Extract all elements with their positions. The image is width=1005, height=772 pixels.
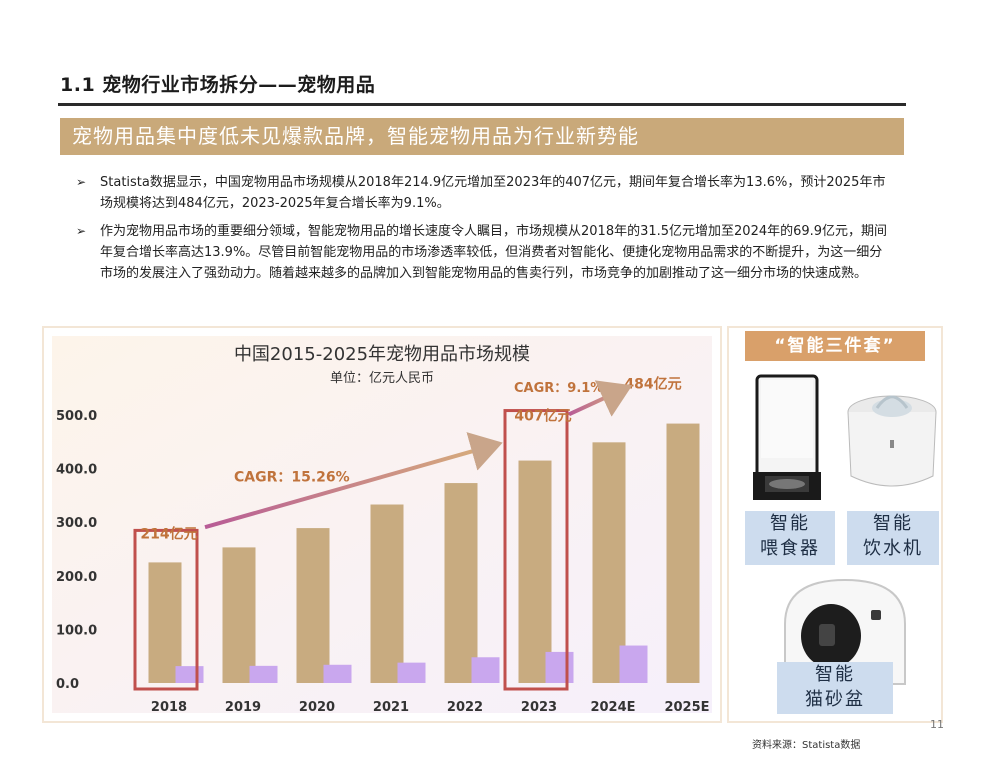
label-line: 智能 <box>770 513 810 534</box>
x-tick-label: 2021 <box>373 700 409 715</box>
bullet-text: Statista数据显示，中国宠物用品市场规模从2018年214.9亿元增加至2… <box>100 175 886 211</box>
market-size-bar <box>666 423 700 683</box>
cagr-label-1: CAGR：15.26% <box>234 470 350 486</box>
label-2018: 214亿元 <box>140 525 197 542</box>
x-tick-label: 2023 <box>521 700 557 715</box>
page-title: 1.1 宠物行业市场拆分——宠物用品 <box>60 74 376 96</box>
y-tick-label: 100.0 <box>56 623 97 638</box>
arrow-bullet-icon: ➢ <box>76 224 87 238</box>
title-divider <box>58 103 906 106</box>
x-tick-label: 2025E <box>664 700 709 715</box>
smart-products-panel: “智能三件套” 智能 喂食器 智能 饮水机 智能 猫砂盆 <box>727 326 943 723</box>
smart-products-title: “智能三件套” <box>745 331 925 361</box>
highlight-box <box>133 528 199 691</box>
smart-products-bar <box>175 666 204 683</box>
label-line: 智能 <box>815 664 855 685</box>
smart-products-bar <box>545 651 574 683</box>
highlight-box <box>503 409 569 691</box>
smart-fountain-image <box>847 395 937 487</box>
market-size-bar <box>518 460 552 683</box>
y-tick-label: 300.0 <box>56 516 97 531</box>
y-tick-label: 200.0 <box>56 570 97 585</box>
market-size-bar <box>222 547 256 683</box>
smart-products-bar <box>619 645 648 683</box>
market-size-bar <box>370 504 404 683</box>
label-2025: 484亿元 <box>624 376 681 393</box>
bullet-item: ➢ 作为宠物用品市场的重要细分领域，智能宠物用品的增长速度令人瞩目，市场规模从2… <box>76 221 894 284</box>
market-size-bar <box>444 483 478 683</box>
x-tick-label: 2018 <box>151 700 187 715</box>
smart-products-bar <box>323 664 352 683</box>
smart-products-bar <box>471 657 500 683</box>
label-line: 猫砂盆 <box>805 689 865 710</box>
smart-feeder-label: 智能 喂食器 <box>745 511 835 565</box>
section-banner: 宠物用品集中度低未见爆款品牌，智能宠物用品为行业新势能 <box>60 118 904 155</box>
x-tick-label: 2024E <box>590 700 635 715</box>
x-tick-label: 2020 <box>299 700 335 715</box>
bullet-list: ➢ Statista数据显示，中国宠物用品市场规模从2018年214.9亿元增加… <box>76 172 894 291</box>
page-number: 11 <box>930 718 944 731</box>
smart-fountain-label: 智能 饮水机 <box>847 511 939 565</box>
smart-litterbox-label: 智能 猫砂盆 <box>777 662 893 714</box>
arrow-bullet-icon: ➢ <box>76 175 87 189</box>
market-size-bar <box>148 562 182 683</box>
bullet-item: ➢ Statista数据显示，中国宠物用品市场规模从2018年214.9亿元增加… <box>76 172 894 214</box>
cagr-arrow-1 <box>204 432 503 530</box>
cagr-label-2: CAGR：9.1% <box>514 381 603 396</box>
bullet-text: 作为宠物用品市场的重要细分领域，智能宠物用品的增长速度令人瞩目，市场规模从201… <box>100 224 888 281</box>
label-line: 智能 <box>873 513 913 534</box>
label-2023: 407亿元 <box>514 408 571 425</box>
label-line: 喂食器 <box>760 538 820 559</box>
y-tick-label: 500.0 <box>56 409 97 424</box>
x-tick-label: 2019 <box>225 700 261 715</box>
market-size-bar <box>296 528 330 683</box>
y-tick-label: 0.0 <box>56 677 79 692</box>
y-tick-label: 400.0 <box>56 463 97 478</box>
smart-products-bar <box>249 665 278 683</box>
smart-litterbox-image <box>784 578 906 685</box>
smart-feeder-image <box>753 374 821 500</box>
market-size-bar <box>592 442 626 683</box>
chart-subtitle: 单位：亿元人民币 <box>330 371 434 386</box>
market-size-chart: 中国2015-2025年宠物用品市场规模单位：亿元人民币 0.0 100.0 200.… <box>42 326 722 723</box>
label-line: 饮水机 <box>863 538 923 559</box>
chart-title: 中国2015-2025年宠物用品市场规模 <box>234 344 530 365</box>
cagr-arrow-2 <box>568 380 633 417</box>
smart-products-bar <box>397 662 426 683</box>
x-tick-label: 2022 <box>447 700 483 715</box>
source-note: 资料来源：Statista数据 <box>752 740 861 751</box>
